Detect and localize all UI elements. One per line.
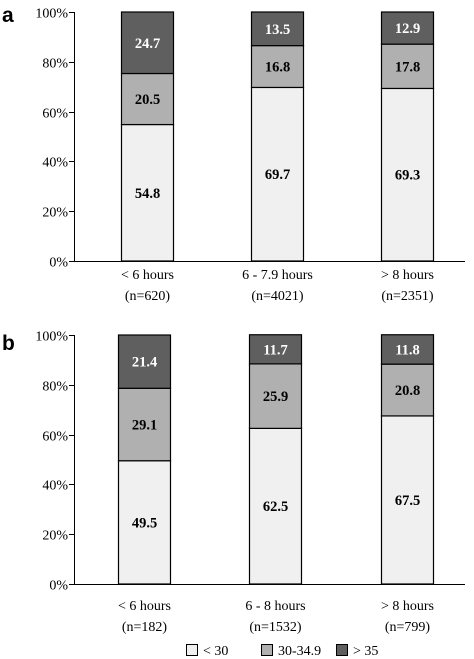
x-category-sample-size: (n=1532) — [249, 620, 302, 635]
data-label: 67.5 — [395, 493, 420, 509]
bar-segment-mid — [120, 72, 175, 126]
data-label: 69.3 — [395, 168, 420, 184]
chart-panel-b: b 0% 20% 40% 60% 80% 100% 49.5 29.1 21.4 < 6 hours… — [2, 330, 465, 635]
bar-segment-low — [120, 123, 175, 262]
y-tick-label: 40% — [42, 156, 68, 171]
data-label: 13.5 — [265, 22, 290, 38]
data-label: 17.8 — [395, 59, 420, 75]
panel-letter: a — [2, 4, 14, 27]
data-label: 11.7 — [263, 342, 288, 358]
panel-letter: b — [2, 332, 15, 355]
x-category-sample-size: (n=2351) — [381, 289, 434, 304]
bar-segment-mid — [380, 43, 435, 90]
y-tick-label: 40% — [42, 479, 68, 494]
bar-segment-mid — [248, 363, 303, 429]
y-tick-label: 0% — [49, 579, 68, 594]
data-label: 12.9 — [395, 21, 420, 37]
data-label: 24.7 — [135, 36, 160, 52]
bar-segment-low — [250, 86, 305, 262]
x-category-label: < 6 hours — [118, 599, 171, 614]
y-tick-label: 100% — [35, 7, 68, 22]
x-category-sample-size: (n=799) — [385, 620, 431, 635]
bar-segment-low — [380, 415, 435, 585]
bar-segment-high — [380, 334, 435, 365]
x-category-label: < 6 hours — [121, 268, 174, 283]
data-label: 49.5 — [132, 515, 157, 531]
data-label: 62.5 — [263, 499, 288, 515]
x-category-sample-size: (n=620) — [125, 289, 171, 304]
x-category-sample-size: (n=182) — [122, 620, 168, 635]
x-category-label: 6 - 7.9 hours — [242, 268, 313, 283]
data-label: 20.8 — [395, 383, 420, 399]
data-label: 54.8 — [135, 186, 160, 202]
bar-segment-high — [250, 11, 305, 47]
legend-swatch-low — [186, 644, 198, 656]
chart-panel-a: a 0% 20% 40% 60% 80% 100% 54.8 20.5 24.7 < 6 hours… — [2, 4, 465, 304]
y-tick-label: 60% — [42, 107, 68, 122]
y-tick-label: 20% — [42, 529, 68, 544]
y-tick-label: 100% — [35, 330, 68, 345]
data-label: 21.4 — [132, 355, 157, 371]
x-category-label: > 8 hours — [381, 599, 434, 614]
x-category-label: > 8 hours — [381, 268, 434, 283]
data-label: 20.5 — [135, 92, 160, 108]
bar-segment-low — [248, 427, 303, 585]
y-tick-label: 60% — [42, 430, 68, 445]
data-label: 16.8 — [265, 60, 290, 76]
data-label: 69.7 — [265, 167, 290, 183]
bar-segment-mid — [250, 45, 305, 89]
legend: < 30 30-34.9 > 35 — [186, 644, 378, 659]
y-tick-label: 80% — [42, 380, 68, 395]
legend-label: < 30 — [203, 644, 228, 659]
y-tick-label: 20% — [42, 206, 68, 221]
bar-segment-high — [117, 334, 172, 389]
legend-label: 30-34.9 — [278, 644, 321, 659]
legend-label: > 35 — [353, 644, 378, 659]
bar-segment-high — [248, 334, 303, 365]
y-tick-label: 0% — [49, 256, 68, 271]
bar-segment-high — [120, 11, 175, 75]
data-label: 29.1 — [132, 418, 157, 434]
legend-swatch-high — [336, 644, 348, 656]
data-label: 11.8 — [395, 342, 420, 358]
y-tick-label: 80% — [42, 57, 68, 72]
x-category-label: 6 - 8 hours — [245, 599, 305, 614]
bar-segment-low — [117, 460, 172, 585]
legend-swatch-mid — [261, 644, 273, 656]
data-label: 25.9 — [263, 389, 288, 405]
bar-segment-high — [380, 11, 435, 45]
x-category-sample-size: (n=4021) — [251, 289, 304, 304]
bar-segment-mid — [380, 363, 435, 417]
